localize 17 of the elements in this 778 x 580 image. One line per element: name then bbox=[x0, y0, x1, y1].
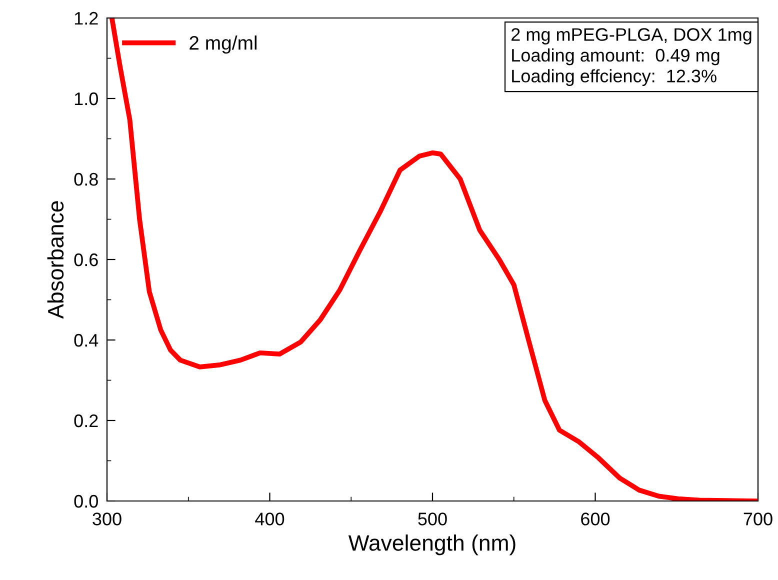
x-tick-label: 300 bbox=[92, 512, 122, 526]
x-axis-title: Wavelength (nm) bbox=[348, 534, 516, 556]
y-tick-label: 0.4 bbox=[74, 334, 98, 347]
x-tick-label: 400 bbox=[255, 512, 284, 526]
y-tick-label: 1.0 bbox=[74, 92, 98, 106]
annotation: 2 mg mPEG-PLGA, DOX 1mg Loading amount: 0.49 mg Loading effciency: 12.3% bbox=[512, 28, 752, 86]
y-tick-label: 0.0 bbox=[74, 494, 98, 508]
x-tick-label: 600 bbox=[581, 512, 610, 526]
line-series bbox=[109, 18, 758, 501]
y-tick-label: 1.2 bbox=[74, 12, 98, 25]
legend-label: 2 mg/ml bbox=[190, 36, 257, 54]
x-tick-label: 500 bbox=[418, 512, 447, 526]
y-tick-label: 0.8 bbox=[74, 172, 98, 186]
y-tick-label: 0.2 bbox=[74, 414, 98, 428]
y-axis-title: Absorbance bbox=[47, 201, 64, 319]
y-tick-label: 0.6 bbox=[74, 253, 98, 266]
x-tick-label: 700 bbox=[744, 512, 772, 526]
